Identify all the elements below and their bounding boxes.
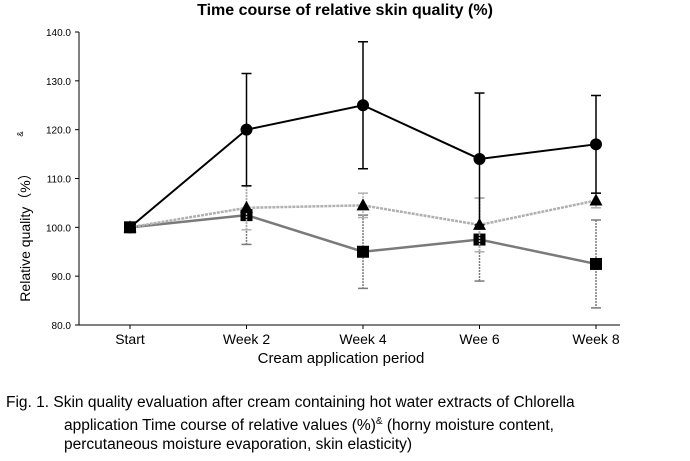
y-tick-label: 90.0 <box>52 272 72 283</box>
caption-line-1: Fig. 1. Skin quality evaluation after cr… <box>6 394 575 411</box>
circle-marker <box>240 123 253 136</box>
y-tick-label: 120.0 <box>46 126 71 137</box>
chart-title: Time course of relative skin quality (%) <box>197 2 493 19</box>
x-tick-label: Wee 6 <box>459 331 499 347</box>
caption-line-2: application Time course of relative valu… <box>6 412 686 435</box>
triangle-marker <box>589 193 603 206</box>
caption-superscript: & <box>375 416 383 427</box>
triangle-marker <box>240 200 253 213</box>
y-tick-label: 80.0 <box>52 321 72 332</box>
x-tick-label: Week 2 <box>223 331 270 347</box>
y-axis-title: Relative quality（%） <box>17 166 33 301</box>
square-marker <box>473 233 486 246</box>
x-axis-title: Cream application period <box>258 350 425 367</box>
x-tick-label: Week 4 <box>339 331 386 347</box>
caption-line-2-rest: (horny moisture content, <box>382 417 554 434</box>
circle-marker <box>357 99 369 112</box>
circle-marker <box>473 152 486 165</box>
line-chart: 80.0 90.0 100.0 110.0 120.0 130.0 140.0 Start W… <box>16 28 620 367</box>
circle-marker <box>124 221 136 234</box>
circle-marker <box>590 138 602 151</box>
series-circle <box>124 41 602 234</box>
square-marker <box>357 245 369 258</box>
caption-line-3: percutaneous moisture evaporation, skin … <box>64 436 413 453</box>
y-axis-ticks: 80.0 90.0 100.0 110.0 120.0 130.0 140.0 <box>46 28 79 332</box>
triangle-marker <box>356 198 370 211</box>
axes <box>78 32 620 326</box>
data-series <box>123 41 603 309</box>
y-tick-label: 140.0 <box>46 28 71 39</box>
x-axis-ticks: Start Week 2 Week 4 Wee 6 Week 8 <box>115 325 620 347</box>
x-tick-label: Start <box>115 331 145 347</box>
y-tick-label: 110.0 <box>47 175 72 186</box>
caption-line-2-main: application Time course of relative valu… <box>64 417 376 434</box>
square-marker <box>590 257 602 270</box>
y-tick-label: 130.0 <box>46 77 71 88</box>
figure-caption: Fig. 1. Skin quality evaluation after cr… <box>6 393 686 454</box>
y-axis-title-superscript: & <box>16 131 25 137</box>
y-tick-label: 100.0 <box>46 223 71 234</box>
y-axis-title-group: Relative quality（%） & <box>16 131 33 302</box>
x-tick-label: Week 8 <box>572 331 619 347</box>
